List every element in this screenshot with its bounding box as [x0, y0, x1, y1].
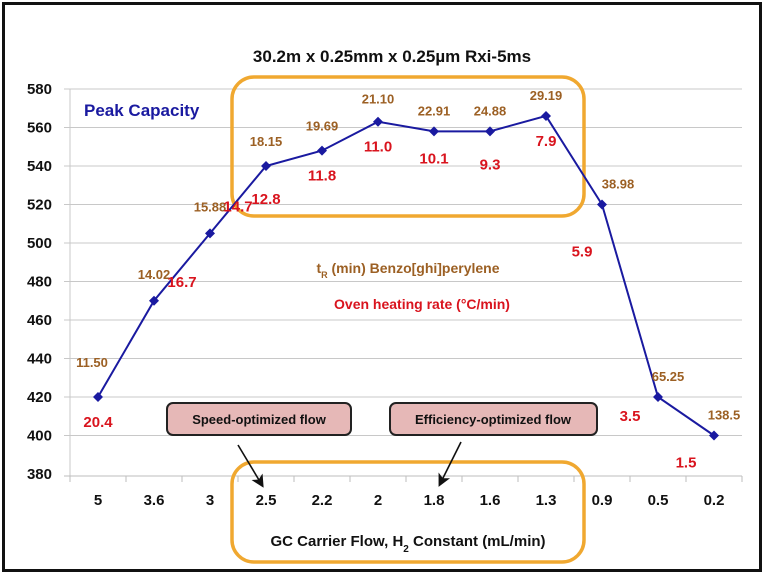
x-tick-label: 1.6 — [480, 492, 501, 509]
highlight-box-top — [230, 75, 586, 218]
retention-time-value: 21.10 — [362, 92, 395, 107]
x-tick-label: 3 — [206, 492, 214, 509]
data-point-marker — [317, 145, 327, 156]
oven-rate-value: 12.8 — [251, 191, 280, 208]
data-point-marker — [541, 110, 551, 121]
oven-rate-value: 10.1 — [419, 150, 448, 167]
retention-time-value: 15.88 — [194, 199, 227, 214]
data-point-marker — [597, 199, 607, 210]
y-tick-label: 520 — [27, 197, 52, 214]
callout-speed-text: Speed-optimized flow — [192, 412, 327, 427]
x-tick-label: 2.2 — [312, 492, 333, 509]
series-label-peak-capacity: Peak Capacity — [84, 101, 200, 120]
callout-efficiency-box — [389, 402, 598, 436]
data-point-marker — [709, 430, 719, 441]
y-tick-label: 380 — [27, 466, 52, 483]
data-point-marker — [485, 126, 495, 137]
oven-rate-legend: Oven heating rate (°C/min) — [334, 296, 510, 312]
retention-time-value: 38.98 — [602, 177, 635, 192]
retention-time-value: 138.5 — [708, 408, 741, 423]
x-tick-label: 2.5 — [256, 492, 277, 509]
oven-rate-value: 11.8 — [308, 168, 336, 185]
x-tick-label: 2 — [374, 492, 382, 509]
retention-time-legend: tR (min) Benzo[ghi]perylene — [316, 260, 499, 280]
retention-time-value: 14.02 — [138, 267, 171, 282]
oven-rate-labels: 20.4 16.7 14.712.8 11.8 11.0 10.1 9.3 7.9 5.9 3.5… — [83, 133, 696, 472]
oven-rate-value: 14.7 — [223, 198, 252, 215]
retention-time-value: 65.25 — [652, 369, 685, 384]
x-axis-label: GC Carrier Flow, H2 Constant (mL/min) — [270, 533, 545, 555]
x-tick-label: 1.3 — [536, 492, 557, 509]
retention-time-value: 18.15 — [250, 134, 283, 149]
oven-rate-value: 9.3 — [480, 156, 501, 173]
chart-title: 30.2m x 0.25mm x 0.25µm Rxi-5ms — [253, 47, 531, 66]
y-tick-label: 460 — [27, 312, 52, 329]
retention-time-value: 11.50 — [76, 355, 108, 370]
data-point-marker — [149, 295, 159, 306]
y-tick-label: 560 — [27, 120, 52, 137]
data-point-marker — [653, 392, 663, 402]
callout-speed-box — [166, 402, 352, 436]
retention-time-value: 22.91 — [418, 103, 451, 118]
series-line — [97, 114, 715, 437]
oven-rate-value: 5.9 — [572, 244, 593, 261]
y-tick-label: 420 — [27, 389, 52, 406]
oven-rate-value: 1.5 — [676, 455, 697, 472]
retention-time-legend-sub: R — [321, 270, 328, 280]
oven-rate-value: 11.0 — [364, 139, 392, 156]
y-tick-label: 440 — [27, 351, 52, 368]
retention-time-labels: 11.50 14.02 15.88 18.15 19.69 21.10 22.91 24.88… — [76, 88, 740, 423]
retention-time-legend-t: t — [316, 260, 321, 276]
highlight-box-bottom — [230, 460, 586, 564]
x-axis — [64, 475, 743, 482]
x-tick-label: 0.9 — [592, 492, 613, 509]
retention-time-value: 24.88 — [474, 103, 507, 118]
arrow-speed-icon — [237, 444, 264, 488]
x-axis-ticks: 5 3.6 3 2.5 2.2 2 1.8 1.6 1.3 0.9 0.5 0.2 — [94, 492, 725, 509]
oven-rate-value: 7.9 — [536, 133, 557, 150]
y-tick-label: 580 — [27, 81, 52, 98]
x-tick-label: 0.5 — [648, 492, 669, 509]
data-point-marker — [373, 116, 383, 127]
retention-time-legend-rest: (min) Benzo[ghi]perylene — [328, 260, 500, 276]
chart-frame — [2, 2, 762, 572]
data-point-marker — [261, 161, 271, 171]
y-tick-label: 480 — [27, 274, 52, 291]
retention-time-value: 29.19 — [530, 88, 563, 103]
arrow-efficiency-icon — [438, 441, 462, 487]
oven-rate-value: 20.4 — [83, 414, 113, 431]
x-tick-label: 1.8 — [424, 492, 445, 509]
x-tick-label: 5 — [94, 492, 102, 509]
y-tick-label: 540 — [27, 158, 52, 175]
oven-rate-value: 3.5 — [620, 408, 641, 425]
series-peak-capacity — [93, 110, 719, 441]
y-tick-label: 500 — [27, 235, 52, 252]
y-tick-label: 400 — [27, 428, 52, 445]
x-axis-label-main: GC Carrier Flow, H — [270, 533, 403, 550]
data-point-marker — [205, 228, 215, 239]
callout-efficiency-text: Efficiency-optimized flow — [415, 412, 572, 427]
x-tick-label: 0.2 — [704, 492, 725, 509]
oven-rate-value: 16.7 — [167, 274, 196, 291]
retention-time-value: 19.69 — [306, 119, 339, 134]
x-tick-label: 3.6 — [144, 492, 165, 509]
x-axis-label-tail: Constant (mL/min) — [409, 533, 546, 550]
data-point-marker — [93, 392, 103, 402]
data-point-marker — [429, 126, 439, 137]
x-axis-label-sub: 2 — [403, 544, 409, 555]
y-axis-ticks: 580 560 540 520 500 480 460 440 420 400 380 — [27, 81, 52, 483]
